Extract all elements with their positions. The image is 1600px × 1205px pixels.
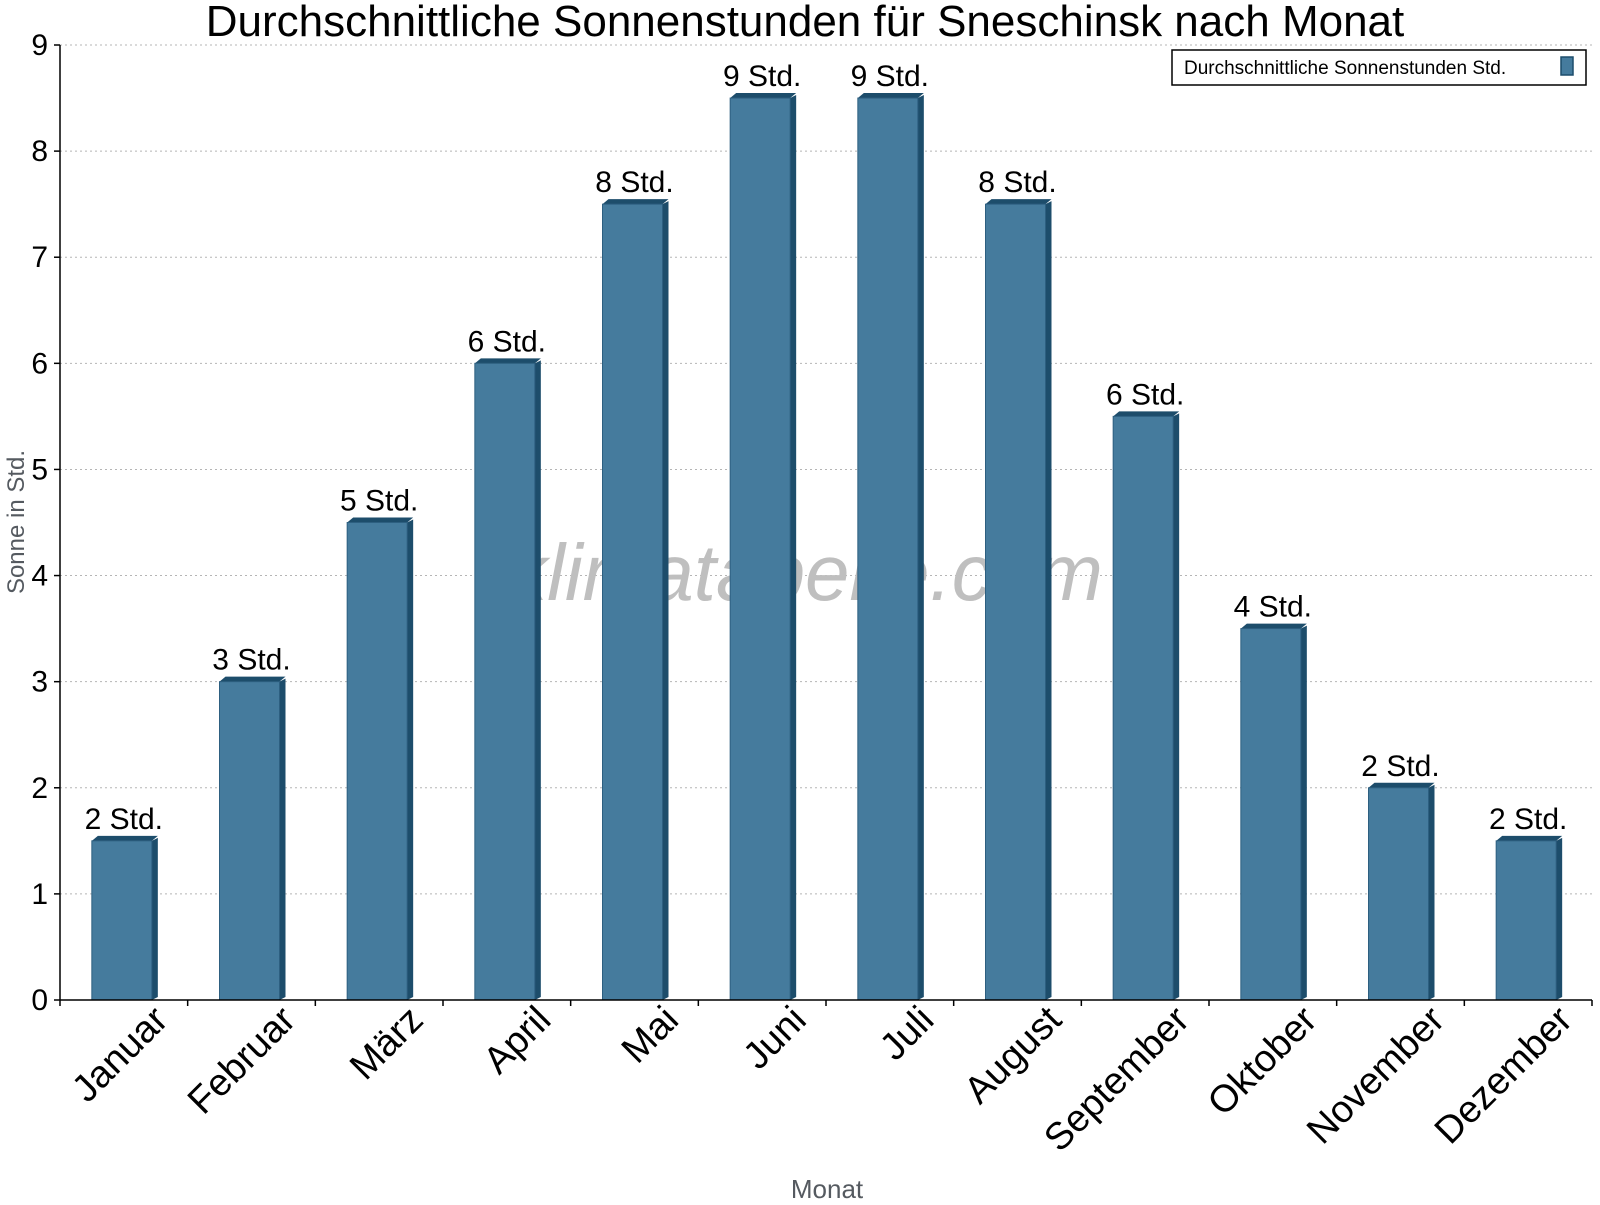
bar-front (1495, 840, 1557, 1001)
bar-front (985, 203, 1046, 1001)
bar-top (474, 358, 541, 364)
x-tick-label: Oktober (1200, 998, 1326, 1124)
y-tick-label: 5 (31, 453, 48, 486)
y-tick-label: 4 (31, 560, 48, 593)
bar-front (1112, 415, 1174, 1001)
data-label: 8 Std. (595, 166, 673, 199)
bar-top (1368, 782, 1435, 788)
bar (474, 358, 541, 1001)
bar-front (1240, 628, 1302, 1001)
bar-top (602, 199, 669, 205)
bar-side (407, 519, 414, 1000)
x-tick-label: August (957, 998, 1071, 1112)
data-label: 6 Std. (468, 325, 546, 358)
x-tick-label: März (342, 999, 431, 1088)
data-label: 5 Std. (340, 485, 418, 518)
bar-side (917, 95, 924, 1001)
data-label: 2 Std. (1361, 750, 1439, 783)
bar-side (534, 360, 541, 1000)
bar-front (729, 97, 791, 1001)
grid-lines (60, 44, 1592, 895)
data-label: 2 Std. (1489, 803, 1567, 836)
bar (985, 199, 1052, 1001)
bar (219, 676, 286, 1001)
y-tick-label: 6 (31, 347, 48, 380)
bar-top (219, 676, 286, 682)
bar-side (1045, 201, 1052, 1000)
data-label: 2 Std. (85, 803, 163, 836)
y-tick-label: 2 (31, 772, 48, 805)
bar-side (1173, 413, 1180, 1000)
bar-side (662, 201, 669, 1000)
legend-swatch (1560, 56, 1574, 76)
bar-top (857, 93, 924, 99)
bar-top (1240, 623, 1307, 629)
data-label: 6 Std. (1106, 378, 1184, 411)
legend-box (1171, 49, 1587, 86)
data-label: 4 Std. (1234, 591, 1312, 624)
y-tick-label: 8 (31, 135, 48, 168)
x-tick-label: Dezember (1427, 998, 1581, 1152)
bar-top (730, 93, 797, 99)
y-axis-label: Sonne in Std. (3, 450, 30, 594)
bar-top (1113, 411, 1180, 417)
x-tick-label: Juli (872, 999, 942, 1069)
bar-front (346, 522, 408, 1001)
bar-side (1556, 837, 1563, 1000)
data-label: 9 Std. (723, 60, 801, 93)
bar-front (91, 840, 153, 1001)
x-tick-label: Januar (64, 998, 176, 1110)
bar-top (91, 835, 158, 841)
bar (91, 835, 158, 1001)
y-tick-label: 9 (31, 29, 48, 62)
chart-title: Durchschnittliche Sonnenstunden für Snes… (206, 0, 1404, 46)
bar-front (219, 681, 280, 1001)
bars (91, 93, 1563, 1001)
axes: 0 1 2 3 4 5 6 7 8 9 (31, 29, 1593, 1017)
x-axis-label: Monat (791, 1174, 864, 1200)
bar (1495, 835, 1563, 1001)
x-tick-label: Februar (180, 998, 304, 1122)
x-tick-label: Juni (736, 999, 815, 1078)
bar (729, 93, 797, 1001)
bar (346, 517, 414, 1001)
y-tick-label: 3 (31, 666, 48, 699)
y-tick-label: 0 (31, 984, 48, 1017)
legend: Durchschnittliche Sonnenstunden Std. (1171, 49, 1587, 86)
y-tick-label: 7 (31, 241, 48, 274)
x-tick-label: April (476, 999, 559, 1082)
bar-side (1428, 784, 1435, 1000)
bar-side (279, 678, 286, 1000)
bar-front (602, 203, 663, 1001)
bar (1112, 411, 1180, 1001)
x-tick-label: Mai (614, 999, 687, 1072)
bar (857, 93, 924, 1001)
bar-side (1300, 625, 1307, 1000)
bar-side (790, 95, 797, 1001)
x-tick-label: November (1299, 998, 1453, 1152)
bar-front (857, 97, 919, 1001)
bar-top (985, 199, 1052, 205)
bar (602, 199, 669, 1001)
bar-top (347, 517, 414, 523)
data-label: 3 Std. (212, 644, 290, 677)
bar (1240, 623, 1307, 1001)
bar-top (1496, 835, 1563, 841)
legend-series-label: Durchschnittliche Sonnenstunden Std. (1184, 58, 1506, 79)
bar-front (1368, 787, 1429, 1001)
data-label: 8 Std. (978, 166, 1056, 199)
bar (1368, 782, 1435, 1001)
data-label: 9 Std. (851, 60, 929, 93)
y-tick-label: 1 (31, 878, 48, 911)
bar-front (474, 362, 536, 1001)
bar-side (151, 837, 158, 1000)
